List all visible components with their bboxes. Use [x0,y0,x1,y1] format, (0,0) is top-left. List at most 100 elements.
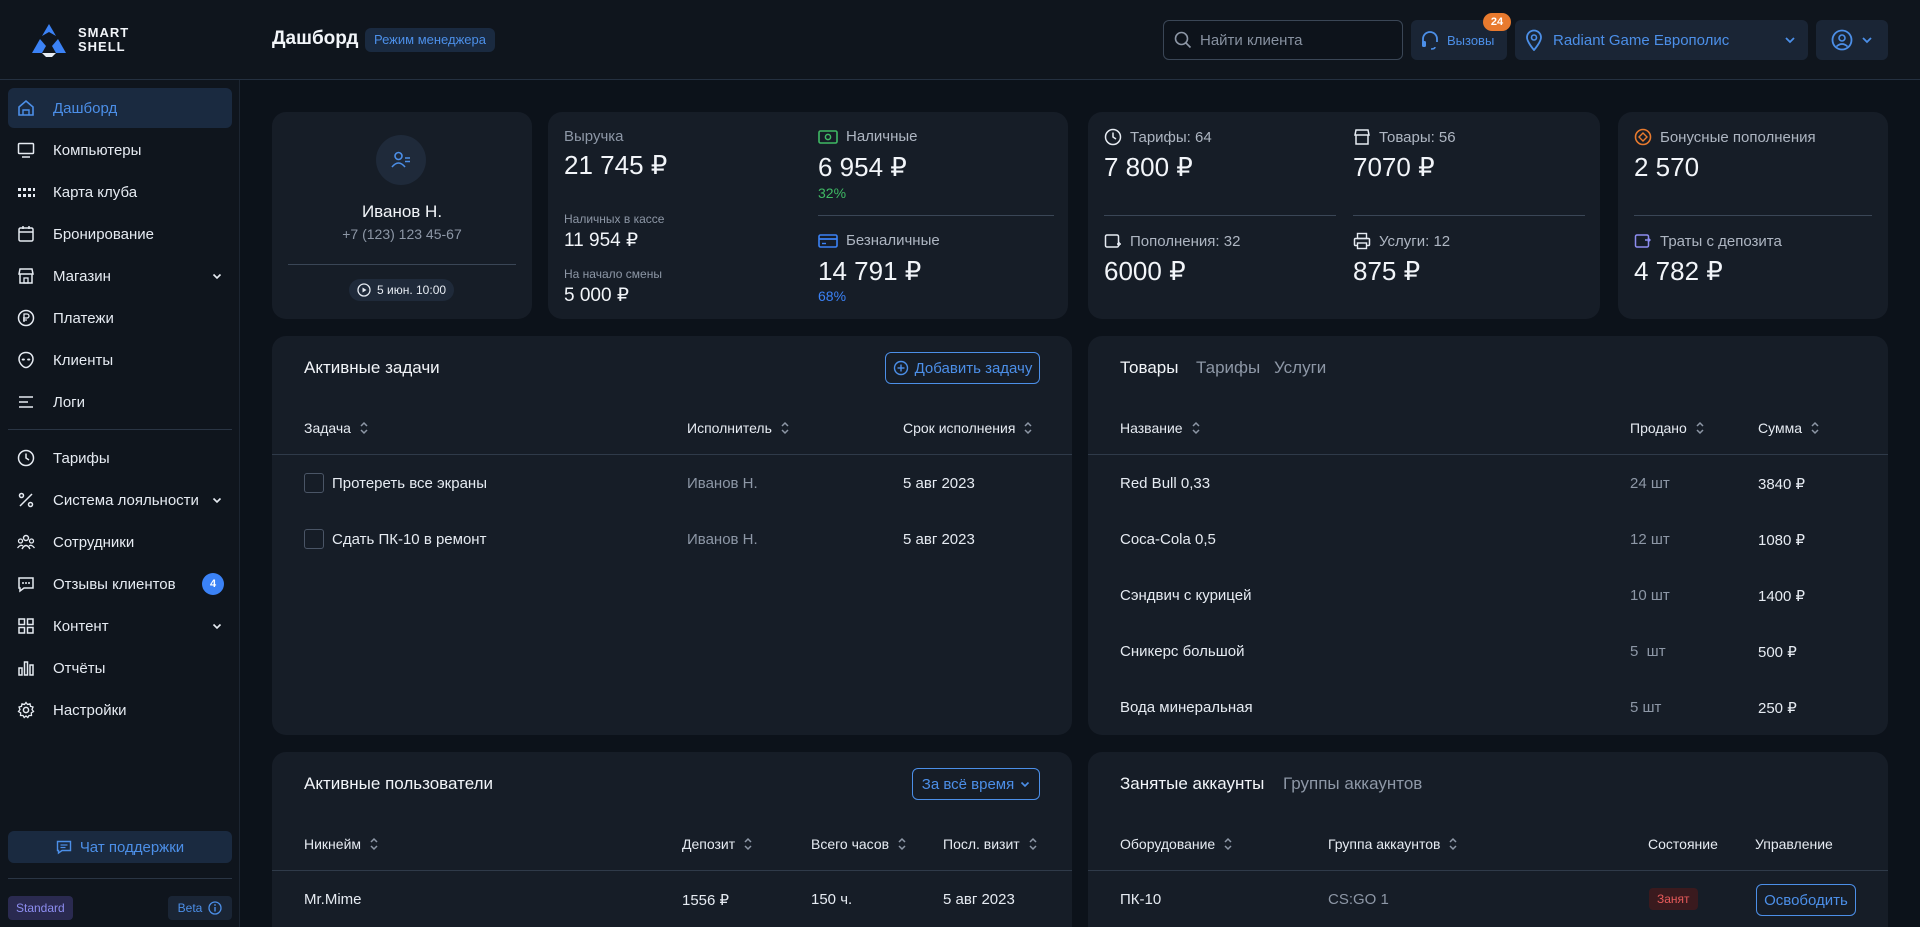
page-title: Дашборд [272,28,359,49]
sidebar-item-logs[interactable]: Логи [8,382,232,422]
clock-icon [1104,128,1122,146]
calls-button[interactable]: Вызовы 24 [1411,13,1511,60]
sidebar-item-payments[interactable]: Платежи [8,298,232,338]
sort-icon [370,837,378,851]
period-select[interactable]: За всё время [912,768,1040,800]
user-deposit: 1556 ₽ [682,892,730,909]
calendar-icon [16,224,36,244]
sidebar-item-loyalty[interactable]: Система лояльности [8,480,232,520]
monitor-icon [16,140,36,160]
sidebar-item-tariffs[interactable]: Тарифы [8,438,232,478]
column-header-label: Название [1120,420,1183,436]
tab-busy-accounts[interactable]: Занятые аккаунты [1120,774,1265,793]
percent-icon [16,490,36,510]
column-header-last-visit[interactable]: Посл. визит [943,836,1038,852]
product-name: Вода минеральная [1120,699,1253,716]
logo-text-line1: SMART [78,25,130,40]
beta-badge[interactable]: Beta [168,896,232,920]
chevron-down-icon [1021,781,1030,787]
services-label: Услуги: 12 [1379,232,1451,250]
topups-label: Пополнения: 32 [1130,232,1241,250]
product-sum: 500 ₽ [1758,644,1797,661]
top-bar: SMART SHELL Дашборд Режим менеджера Вызо… [0,0,1920,80]
revenue-value: 21 745 ₽ [564,150,668,180]
sidebar-item-reviews[interactable]: Отзывы клиентов 4 [8,564,232,604]
account-device: ПК-10 [1120,891,1162,908]
column-header-label: Срок исполнения [903,420,1016,436]
column-header-sold[interactable]: Продано [1630,420,1705,436]
logo-text-line2: SHELL [78,39,126,54]
shift-start-badge: 5 июн. 10:00 [349,279,455,301]
sidebar-item-booking[interactable]: Бронирование [8,214,232,254]
tab-goods[interactable]: Товары [1120,358,1179,377]
chat-icon [16,574,36,594]
column-header-nickname[interactable]: Никнейм [304,836,379,852]
sort-icon [1811,421,1819,435]
sidebar-item-computers[interactable]: Компьютеры [8,130,232,170]
cash-value: 6 954 ₽ [818,152,907,182]
user-menu-button[interactable] [1816,20,1888,60]
column-header-assignee[interactable]: Исполнитель [687,420,790,436]
cashless-value: 14 791 ₽ [818,256,922,286]
card-icon [818,233,838,248]
sidebar-item-label: Сотрудники [53,533,135,551]
task-checkbox[interactable] [304,529,324,549]
support-chat-label: Чат поддержки [79,838,185,856]
topups-label-row: Пополнения: 32 [1104,232,1240,250]
sidebar-item-label: Карта клуба [53,183,138,201]
sidebar-item-settings[interactable]: Настройки [8,690,232,730]
home-icon [16,98,36,118]
product-sum: 1400 ₽ [1758,588,1806,605]
services-label-row: Услуги: 12 [1353,232,1450,250]
column-header-deposit[interactable]: Депозит [682,836,753,852]
ruble-coin-icon [16,308,36,328]
period-label: За всё время [921,775,1015,793]
column-header-device[interactable]: Оборудование [1120,836,1233,852]
products-card: Товары Тарифы Услуги Название Продано Су… [1088,336,1888,735]
release-account-button[interactable]: Освободить [1756,884,1856,916]
task-checkbox[interactable] [304,473,324,493]
sort-icon [1192,421,1200,435]
column-header-hours[interactable]: Всего часов [811,836,907,852]
sidebar-item-reports[interactable]: Отчёты [8,648,232,688]
busy-accounts-card: Занятые аккаунты Группы аккаунтов Оборуд… [1088,752,1888,927]
sidebar-item-label: Бронирование [53,225,155,243]
sidebar-item-club-map[interactable]: Карта клуба [8,172,232,212]
column-header-label: Группа аккаунтов [1328,836,1441,852]
add-task-button[interactable]: Добавить задачу [885,352,1040,384]
search-input[interactable] [1200,31,1390,49]
active-users-card: Активные пользователи За всё время Никне… [272,752,1072,927]
column-header-name[interactable]: Название [1120,420,1201,436]
plus-circle-icon [893,360,908,376]
divider [288,264,516,265]
chevron-down-icon [1785,37,1795,44]
sidebar-item-staff[interactable]: Сотрудники [8,522,232,562]
mode-badge[interactable]: Режим менеджера [365,28,495,52]
sidebar-item-content[interactable]: Контент [8,606,232,646]
divider [1634,215,1872,216]
manager-avatar-icon [376,135,426,185]
column-header-due[interactable]: Срок исполнения [903,420,1033,436]
column-header-sum[interactable]: Сумма [1758,420,1820,436]
club-select[interactable]: Radiant Game Европолис [1515,20,1808,60]
tab-account-groups[interactable]: Группы аккаунтов [1283,774,1423,793]
sidebar-item-dashboard[interactable]: Дашборд [8,88,232,128]
cash-percent: 32% [818,185,847,201]
column-header-label: Депозит [682,836,736,852]
wallet-plus-icon [1104,234,1121,248]
sidebar-item-label: Дашборд [53,99,118,117]
cashless-percent: 68% [818,288,847,304]
column-header-task[interactable]: Задача [304,420,369,436]
column-header-account-group[interactable]: Группа аккаунтов [1328,836,1458,852]
sidebar-item-shop[interactable]: Магазин [8,256,232,296]
services-value: 875 ₽ [1353,256,1421,286]
client-search[interactable] [1163,20,1403,60]
sidebar-item-clients[interactable]: Клиенты [8,340,232,380]
support-chat-button[interactable]: Чат поддержки [8,831,232,863]
tab-services[interactable]: Услуги [1274,358,1327,377]
tab-tariffs[interactable]: Тарифы [1196,358,1261,377]
logo[interactable]: SMART SHELL [30,22,129,58]
sort-icon [1029,837,1037,851]
manager-name: Иванов Н. [361,202,443,221]
goods-label: Товары: 56 [1379,128,1456,146]
